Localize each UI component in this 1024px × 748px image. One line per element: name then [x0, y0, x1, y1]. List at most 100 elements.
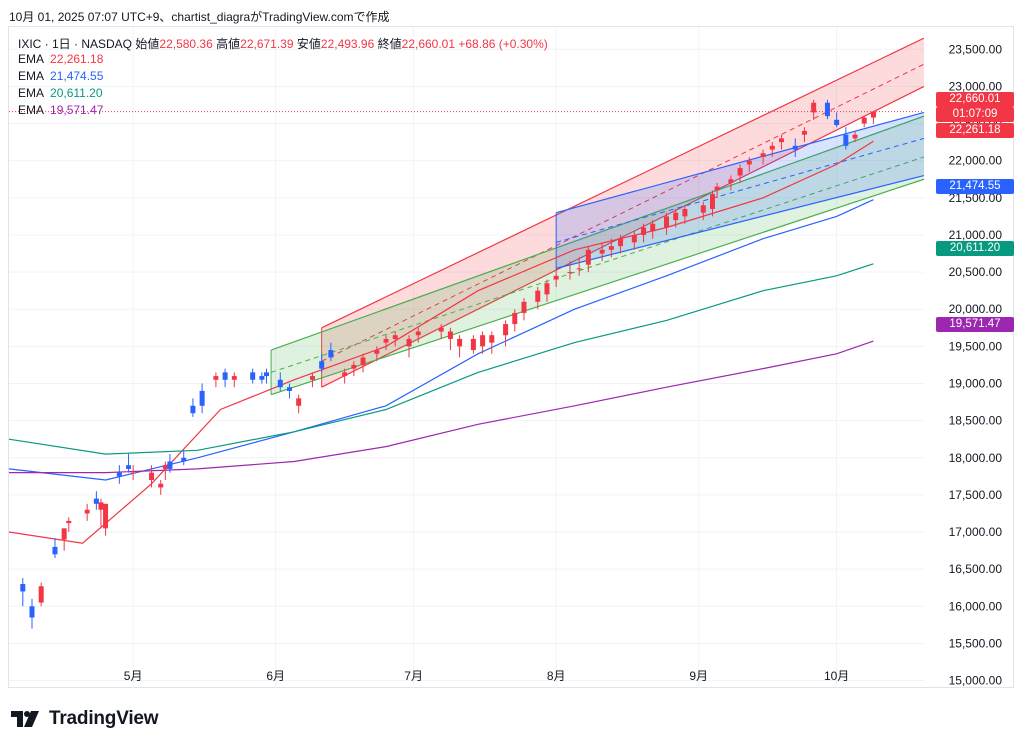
channel-upper-line [556, 111, 925, 214]
ema-label: EMA [18, 52, 45, 66]
ema-line-1 [8, 140, 874, 544]
candle-body [360, 357, 366, 365]
candle-body [824, 102, 830, 117]
candle-body [682, 208, 688, 217]
y-tick-label: 16,000.00 [949, 599, 1003, 613]
candle-body [489, 335, 495, 343]
candle-body [259, 376, 265, 380]
tradingview-logo: TradingView [11, 708, 159, 730]
high-value: 22,671.39 [240, 37, 294, 51]
candle-body [801, 130, 807, 135]
candle-body [61, 528, 67, 540]
candle-body [447, 331, 453, 339]
candle-body [714, 186, 720, 191]
close-label: 終値 [377, 37, 402, 51]
candle-body [576, 268, 582, 270]
channel-mid-line [270, 156, 925, 373]
candle-body [130, 472, 136, 474]
x-tick-label: 5月 [124, 669, 143, 683]
y-tick-label: 20,000.00 [949, 302, 1003, 316]
ema-label: EMA [18, 69, 45, 83]
ema4-plate: 19,571.47 [936, 317, 1014, 332]
candle-body [103, 503, 109, 529]
candle-body [66, 520, 72, 524]
candle-body [167, 461, 173, 469]
candle-body [585, 249, 591, 265]
candle-body [512, 312, 518, 325]
channel-upper-line [321, 37, 925, 329]
ema-label: EMA [18, 103, 45, 117]
channel-fill [271, 116, 924, 395]
candle-body [760, 153, 766, 157]
candle-body [728, 179, 734, 183]
candle-body [553, 275, 559, 280]
ema-legend-3[interactable]: EMA 20,611.20 [18, 86, 103, 100]
ohlc-legend: IXIC · 1日 · NASDAQ 始値22,580.36 高値22,671.… [18, 35, 548, 52]
candle-body [383, 338, 389, 343]
y-tick-label: 15,000.00 [949, 674, 1003, 688]
ema-legend-4[interactable]: EMA 19,571.47 [18, 103, 103, 117]
candle-body [199, 390, 205, 406]
candle-body [84, 509, 90, 514]
high-label: 高値 [216, 37, 241, 51]
channel-mid-line [556, 137, 925, 243]
symbol-label[interactable]: IXIC · 1日 · NASDAQ [18, 37, 133, 51]
candle-body [746, 160, 752, 165]
ema-value: 21,474.55 [50, 69, 104, 83]
ema-value: 22,261.18 [50, 52, 104, 66]
y-tick-label: 23,000.00 [949, 79, 1003, 93]
channel-lower-line [556, 174, 925, 269]
countdown-plate: 01:07:09 [936, 107, 1014, 122]
candle-body [700, 205, 706, 213]
candle-body [641, 227, 647, 235]
change-value: +68.86 (+0.30%) [458, 37, 548, 51]
candle-body [544, 283, 550, 295]
low-value: 22,493.96 [320, 37, 375, 51]
ema1-plate: 22,261.18 [936, 123, 1014, 138]
candle-body [190, 405, 196, 414]
candle-body [861, 117, 867, 124]
candle-body [181, 457, 187, 462]
candle-body [521, 301, 527, 313]
tradingview-logo-icon [11, 711, 39, 727]
candle-body [737, 168, 743, 176]
candle-body [792, 145, 798, 150]
candle-body [296, 398, 302, 406]
y-tick-label: 23,500.00 [949, 42, 1003, 56]
candle-body [650, 223, 656, 232]
candle-body [608, 246, 614, 250]
candle-body [158, 483, 164, 488]
candle-body [126, 465, 132, 469]
channel-lower-line [321, 85, 925, 388]
candle-body [618, 238, 624, 247]
last-price-plate: 22,660.01 [936, 92, 1014, 107]
ema-label: EMA [18, 86, 45, 100]
candle-body [52, 546, 58, 555]
y-tick-label: 20,500.00 [949, 265, 1003, 279]
candle-body [149, 472, 155, 481]
tradingview-wordmark: TradingView [49, 708, 159, 729]
candle-body [769, 145, 775, 150]
ema-legend-2[interactable]: EMA 21,474.55 [18, 69, 103, 83]
channel-upper-line [270, 115, 925, 351]
ema-legend-1[interactable]: EMA 22,261.18 [18, 52, 103, 66]
close-value: 22,660.01 [401, 37, 456, 51]
ema-line-3 [8, 263, 874, 455]
x-tick-label: 9月 [689, 669, 708, 683]
candle-body [631, 234, 637, 243]
candle-body [415, 331, 421, 336]
chart-caption: 10月 01, 2025 07:07 UTC+9、chartist_diagra… [9, 10, 390, 24]
ema3-plate: 20,611.20 [936, 241, 1014, 256]
chart-frame [8, 26, 1014, 688]
y-tick-label: 15,500.00 [949, 636, 1003, 650]
candle-body [342, 372, 348, 377]
y-tick-label: 22,000.00 [949, 154, 1003, 168]
candle-body [470, 338, 476, 351]
x-tick-label: 10月 [824, 669, 849, 683]
candle-body [162, 465, 168, 469]
candle-body [20, 584, 26, 592]
x-tick-label: 6月 [266, 669, 285, 683]
candle-body [852, 134, 858, 139]
open-label: 始値 [135, 37, 160, 51]
